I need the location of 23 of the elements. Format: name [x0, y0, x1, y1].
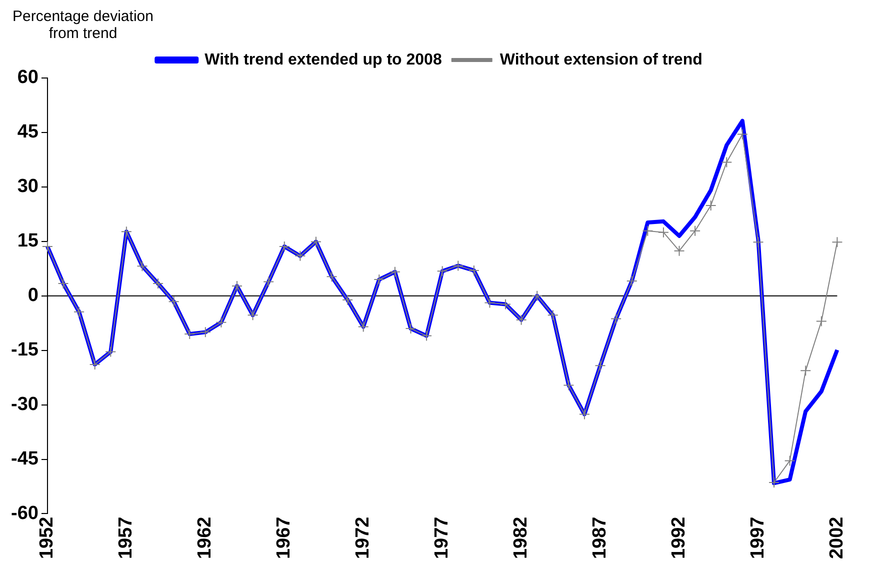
- x-tick-label: 1967: [274, 516, 295, 560]
- y-tick-label: 60: [17, 67, 38, 88]
- x-tick-label: 1952: [36, 516, 58, 560]
- x-tick-label: 2002: [826, 516, 848, 560]
- x-tick-label: 1972: [352, 516, 374, 560]
- x-tick-label: 1982: [510, 516, 532, 560]
- y-tick-label: -15: [10, 340, 39, 361]
- y-tick-label: 15: [17, 230, 39, 252]
- legend-label: With trend extended up to 2008: [204, 51, 442, 68]
- y-tick-label: 30: [17, 176, 38, 198]
- legend-label: Without extension of trend: [500, 51, 702, 68]
- x-tick-label: 1987: [590, 516, 611, 560]
- x-tick-label: 1957: [116, 516, 137, 560]
- x-tick-label: 1962: [194, 516, 216, 560]
- y-axis-title: Percentage deviation from trend: [12, 8, 154, 42]
- x-tick-label: 1997: [747, 516, 768, 560]
- y-tick-label: 45: [17, 122, 39, 143]
- y-tick-label: -45: [10, 448, 39, 470]
- y-tick-label: 0: [28, 285, 38, 306]
- x-tick-label: 1992: [668, 516, 690, 560]
- y-tick-label: -30: [10, 394, 38, 416]
- y-tick-label: -60: [10, 502, 38, 524]
- x-tick-label: 1977: [432, 516, 453, 560]
